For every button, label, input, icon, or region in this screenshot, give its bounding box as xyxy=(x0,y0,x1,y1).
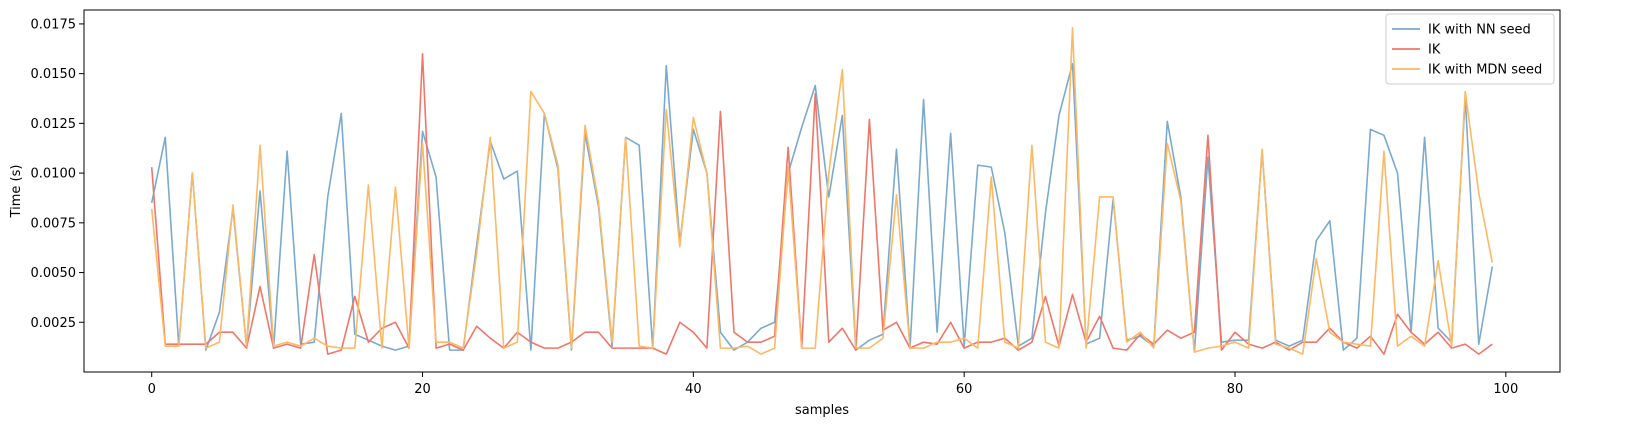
y-tick-label: 0.0050 xyxy=(31,266,77,281)
legend-label-2: IK with MDN seed xyxy=(1428,63,1542,78)
series-line-1 xyxy=(150,52,1493,355)
legend-label-1: IK xyxy=(1428,43,1441,58)
series-lines xyxy=(150,27,1494,355)
legend-box xyxy=(1385,13,1555,85)
legend-label-0: IK with NN seed xyxy=(1428,23,1531,38)
y-tick-label: 0.0100 xyxy=(31,167,77,182)
x-tick-label: 80 xyxy=(1227,382,1244,397)
x-tick-label: 60 xyxy=(956,382,973,397)
series-line-2 xyxy=(150,27,1494,355)
y-tick-label: 0.0075 xyxy=(31,216,77,231)
x-tick-label: 40 xyxy=(685,382,702,397)
legend: IK with NN seed IK IK with MDN seed xyxy=(1385,13,1555,85)
y-tick-label: 0.0175 xyxy=(31,17,77,32)
y-axis-ticks: 0.0025 0.0050 0.0075 0.0100 0.0125 0.0150 0.01… xyxy=(31,17,84,331)
x-tick-label: 20 xyxy=(414,382,431,397)
y-tick-label: 0.0125 xyxy=(31,117,77,132)
plot-frame xyxy=(83,9,1561,373)
y-tick-label: 0.0150 xyxy=(31,67,77,82)
y-tick-label: 0.0025 xyxy=(31,316,77,331)
x-axis-label: samples xyxy=(795,403,849,418)
x-axis-ticks: 0 20 40 60 80 100 xyxy=(148,372,1518,397)
y-axis-label: Time (s) xyxy=(9,165,24,219)
x-tick-label: 0 xyxy=(148,382,156,397)
x-tick-label: 100 xyxy=(1493,382,1518,397)
